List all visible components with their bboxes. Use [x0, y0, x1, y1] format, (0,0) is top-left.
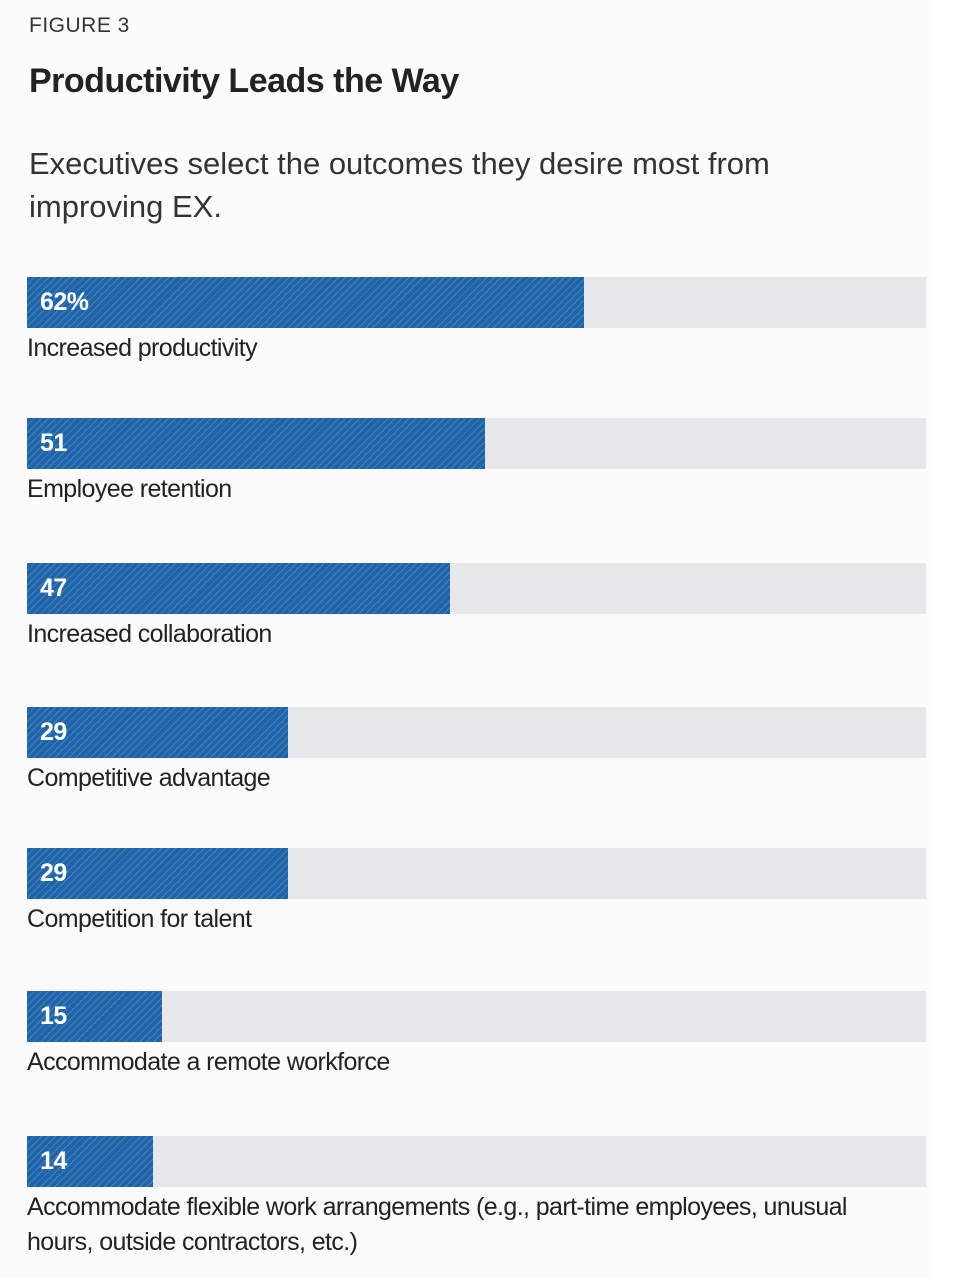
bar: 29	[27, 848, 288, 899]
category-label: Accommodate a remote workforce	[27, 1048, 390, 1076]
bar-track: 29	[27, 848, 926, 899]
category-label: Competition for talent	[27, 905, 252, 933]
bar-track: 29	[27, 707, 926, 758]
bar: 29	[27, 707, 288, 758]
category-label: Increased productivity	[27, 334, 258, 362]
category-label: Competitive advantage	[27, 764, 271, 792]
bar: 62%	[27, 277, 585, 328]
bar: 47	[27, 563, 450, 614]
value-label: 29	[40, 859, 67, 887]
figure-label: FIGURE 3	[29, 14, 130, 37]
value-label: 62%	[40, 288, 89, 316]
category-label: Employee retention	[27, 475, 232, 503]
chart: FIGURE 3 Productivity Leads the Way Exec…	[27, 14, 926, 1256]
category-label: Increased collaboration	[27, 620, 272, 648]
chart-title: Productivity Leads the Way	[29, 62, 459, 100]
value-label: 51	[40, 429, 67, 457]
bar: 15	[27, 991, 162, 1042]
category-label: Accommodate flexible work arrangements (…	[27, 1193, 847, 1256]
bar-track: 51	[27, 418, 926, 469]
bar: 14	[27, 1136, 153, 1187]
value-label: 14	[40, 1147, 67, 1175]
bar-track: 14	[27, 1136, 926, 1187]
value-label: 15	[40, 1002, 67, 1030]
value-label: 29	[40, 718, 67, 746]
bar-track: 62%	[27, 277, 926, 328]
bar-track: 15	[27, 991, 926, 1042]
bar-track: 47	[27, 563, 926, 614]
bar: 51	[27, 418, 486, 469]
chart-subtitle: Executives select the outcomes they desi…	[29, 146, 770, 224]
value-label: 47	[40, 574, 67, 602]
